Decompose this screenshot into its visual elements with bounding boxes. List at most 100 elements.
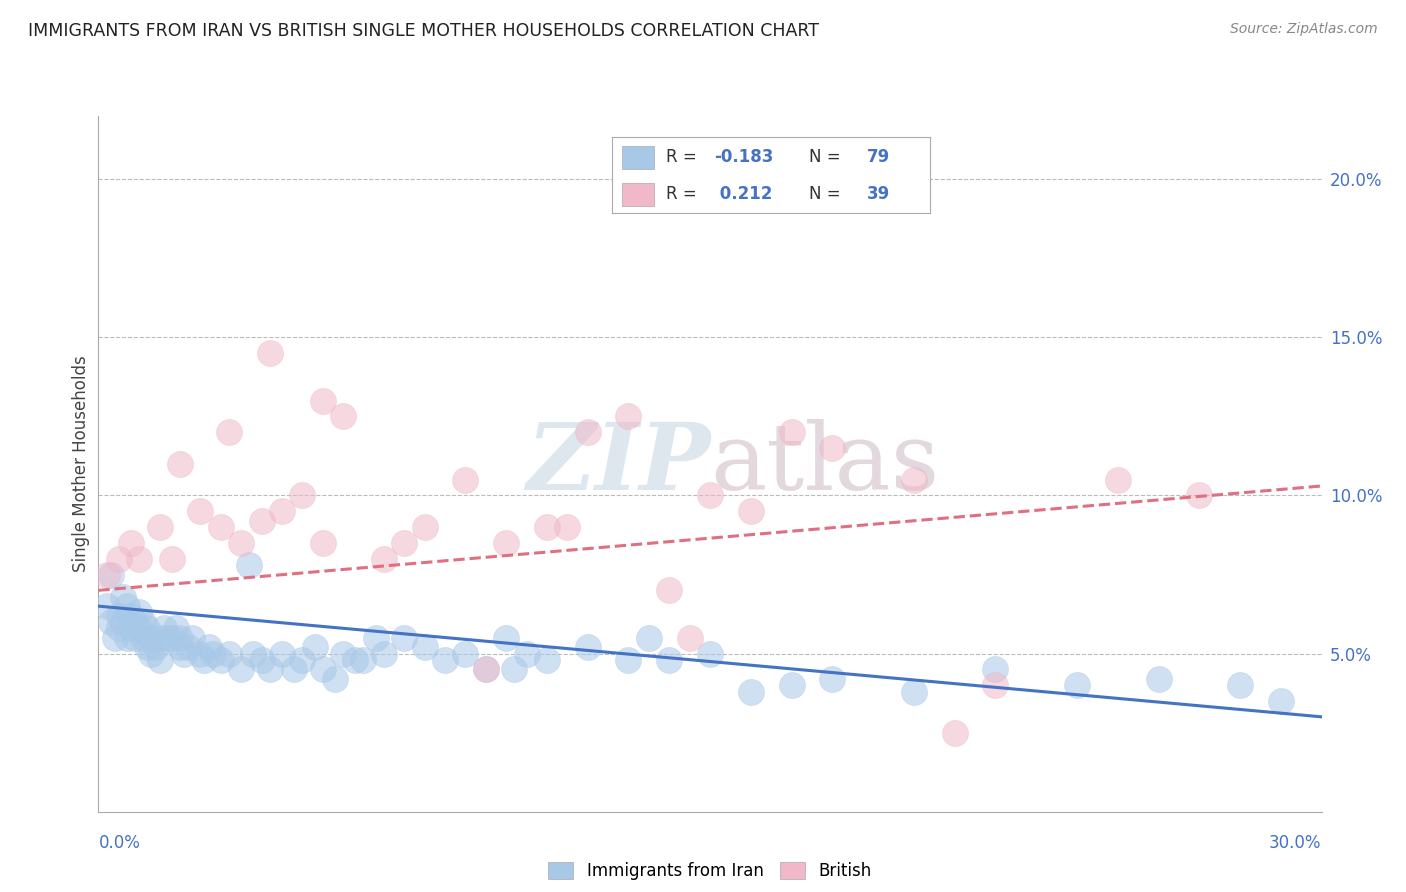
Point bbox=[145, 640, 167, 655]
Point bbox=[193, 653, 215, 667]
Point bbox=[238, 558, 260, 572]
Point bbox=[177, 640, 200, 655]
Point bbox=[104, 631, 127, 645]
Point bbox=[108, 608, 131, 623]
Point bbox=[495, 536, 517, 550]
Point bbox=[495, 631, 517, 645]
Point bbox=[413, 640, 436, 655]
Point bbox=[291, 488, 314, 502]
Point bbox=[373, 551, 395, 566]
Point bbox=[173, 647, 195, 661]
Point bbox=[108, 551, 131, 566]
Point bbox=[250, 514, 273, 528]
Point bbox=[259, 662, 281, 676]
Text: IMMIGRANTS FROM IRAN VS BRITISH SINGLE MOTHER HOUSEHOLDS CORRELATION CHART: IMMIGRANTS FROM IRAN VS BRITISH SINGLE M… bbox=[28, 22, 820, 40]
Point bbox=[312, 536, 335, 550]
Point bbox=[312, 393, 335, 408]
Point bbox=[120, 536, 142, 550]
Point bbox=[149, 653, 172, 667]
Point bbox=[323, 672, 346, 686]
Point bbox=[373, 647, 395, 661]
Text: atlas: atlas bbox=[710, 419, 939, 508]
Text: 30.0%: 30.0% bbox=[1270, 834, 1322, 852]
Point bbox=[1270, 694, 1292, 708]
Point bbox=[201, 647, 224, 661]
Point bbox=[503, 662, 526, 676]
Point bbox=[332, 647, 354, 661]
Point bbox=[120, 621, 142, 635]
Point bbox=[128, 621, 150, 635]
Point bbox=[658, 583, 681, 598]
Point bbox=[821, 672, 844, 686]
Point bbox=[557, 520, 579, 534]
Point bbox=[96, 599, 118, 614]
Point bbox=[132, 615, 155, 629]
Point bbox=[231, 662, 253, 676]
Point bbox=[188, 647, 212, 661]
Point bbox=[169, 631, 191, 645]
Point bbox=[218, 647, 240, 661]
Point bbox=[984, 662, 1007, 676]
Text: Source: ZipAtlas.com: Source: ZipAtlas.com bbox=[1230, 22, 1378, 37]
Point bbox=[124, 615, 146, 629]
Point bbox=[259, 346, 281, 360]
Point bbox=[160, 631, 183, 645]
Point bbox=[984, 678, 1007, 692]
Point bbox=[392, 536, 416, 550]
Point bbox=[160, 551, 183, 566]
Point bbox=[474, 662, 498, 676]
Point bbox=[270, 504, 294, 518]
Point bbox=[312, 662, 335, 676]
Point bbox=[169, 457, 191, 471]
Point bbox=[231, 536, 253, 550]
Point bbox=[96, 567, 118, 582]
Point bbox=[111, 590, 134, 604]
Point bbox=[344, 653, 367, 667]
Point bbox=[1147, 672, 1170, 686]
Point bbox=[1066, 678, 1088, 692]
Point bbox=[181, 631, 204, 645]
Point bbox=[576, 425, 599, 440]
Point bbox=[454, 473, 477, 487]
Point bbox=[392, 631, 416, 645]
Legend: Immigrants from Iran, British: Immigrants from Iran, British bbox=[541, 855, 879, 887]
Point bbox=[115, 599, 138, 614]
Y-axis label: Single Mother Households: Single Mother Households bbox=[72, 356, 90, 572]
Point bbox=[283, 662, 305, 676]
Point bbox=[903, 684, 925, 698]
Point bbox=[516, 647, 538, 661]
Point bbox=[474, 662, 498, 676]
Point bbox=[209, 520, 232, 534]
Point bbox=[658, 653, 681, 667]
Point bbox=[1188, 488, 1211, 502]
Point bbox=[413, 520, 436, 534]
Point bbox=[149, 520, 172, 534]
Point bbox=[120, 608, 142, 623]
Point bbox=[115, 631, 138, 645]
Point bbox=[780, 678, 803, 692]
Point bbox=[679, 631, 702, 645]
Point bbox=[291, 653, 314, 667]
Point bbox=[699, 647, 721, 661]
Text: ZIP: ZIP bbox=[526, 419, 710, 508]
Point bbox=[124, 631, 146, 645]
Point bbox=[304, 640, 326, 655]
Point bbox=[152, 621, 174, 635]
Point bbox=[132, 631, 155, 645]
Point bbox=[188, 504, 212, 518]
Point bbox=[128, 551, 150, 566]
Point bbox=[364, 631, 387, 645]
Point bbox=[209, 653, 232, 667]
Point bbox=[169, 640, 191, 655]
Point bbox=[197, 640, 219, 655]
Point bbox=[128, 606, 150, 620]
Point bbox=[136, 621, 159, 635]
Point bbox=[141, 631, 163, 645]
Point bbox=[433, 653, 456, 667]
Point bbox=[100, 567, 122, 582]
Point bbox=[617, 409, 640, 424]
Point bbox=[149, 631, 172, 645]
Point bbox=[100, 615, 122, 629]
Text: 0.0%: 0.0% bbox=[98, 834, 141, 852]
Point bbox=[270, 647, 294, 661]
